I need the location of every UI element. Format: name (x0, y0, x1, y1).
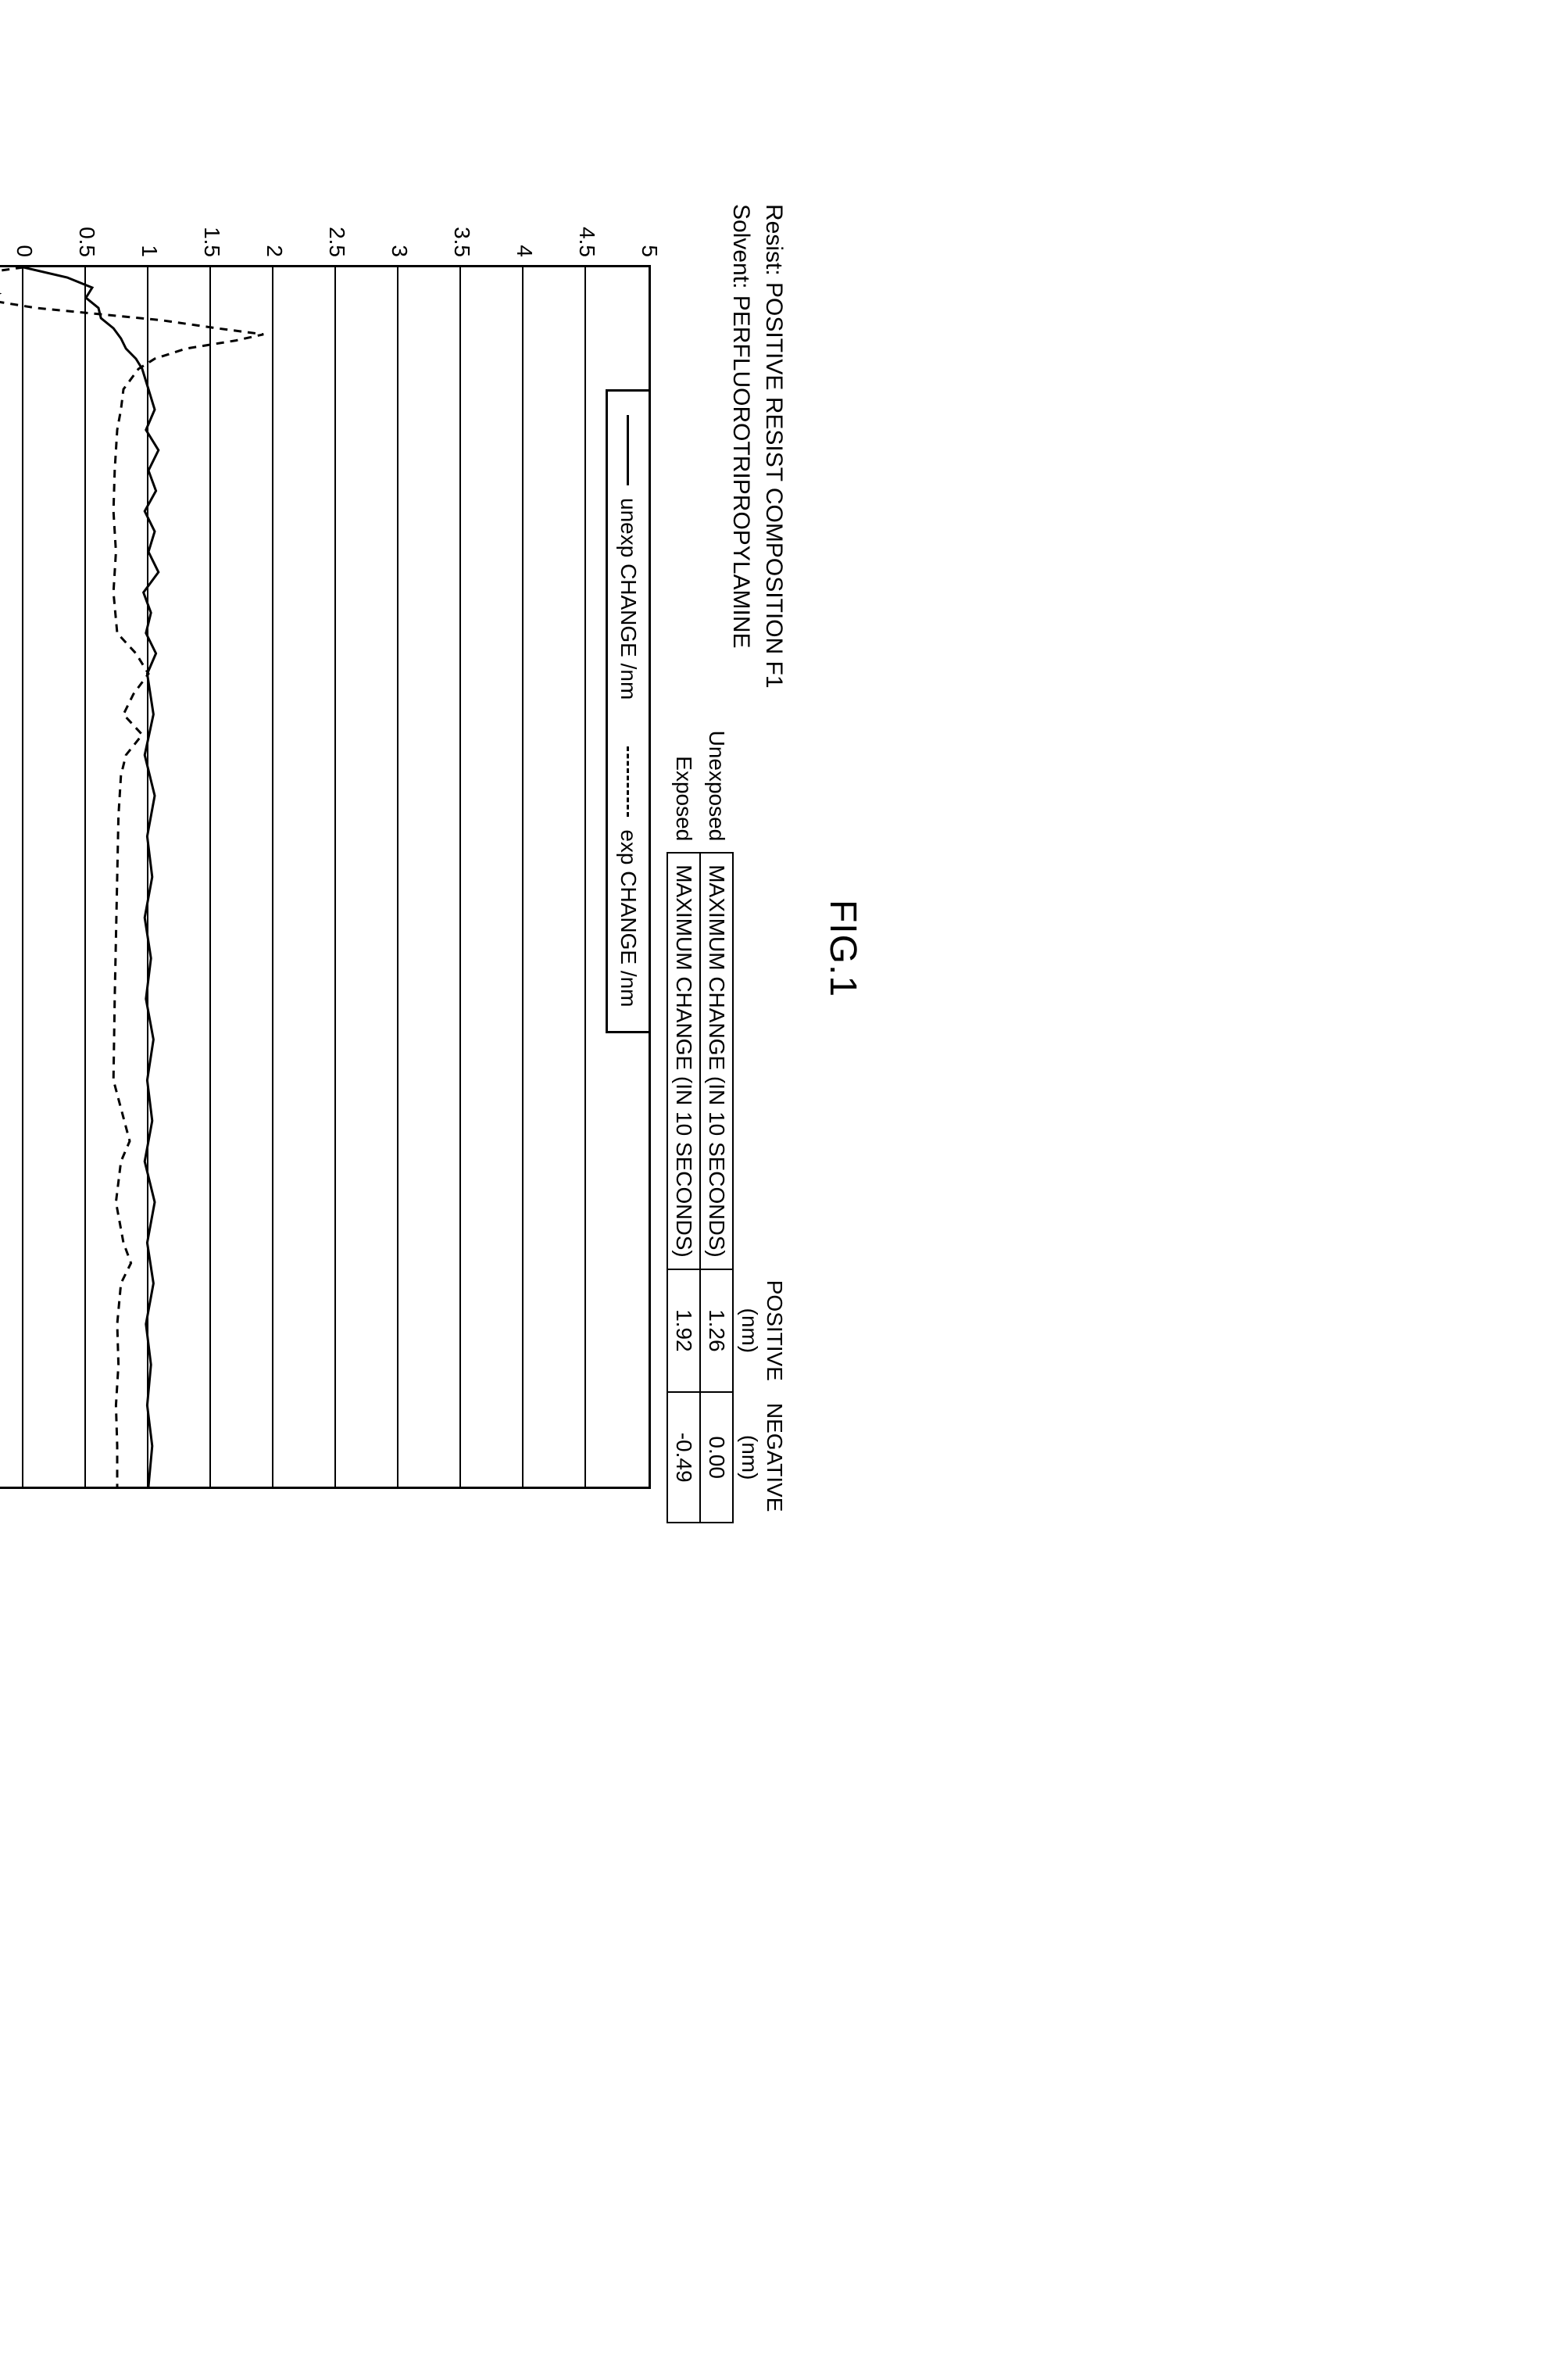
gridline (522, 267, 524, 1487)
y-tick-label: 5 (637, 245, 662, 257)
legend-label: exp CHANGE /nm (616, 829, 641, 1007)
gridline (334, 267, 336, 1487)
legend-item: exp CHANGE /nm (616, 746, 641, 1007)
col-negative: NEGATIVE (nm) (733, 1392, 790, 1523)
series-line (23, 267, 159, 1487)
solvent-value: PERFLUOROTRIPROPYLAMINE (728, 295, 754, 649)
chart-svg (0, 267, 649, 1487)
y-axis: -1-0.500.511.522.533.544.55 (0, 204, 651, 257)
legend-swatch-dashed (627, 746, 630, 817)
resist-value: POSITIVE RESIST COMPOSITION F1 (761, 282, 787, 689)
table-row: Unexposed MAXIMUM CHANGE (IN 10 SECONDS)… (700, 720, 733, 1523)
y-tick-label: 2.5 (324, 227, 349, 257)
row-desc: MAXIMUM CHANGE (IN 10 SECONDS) (700, 853, 733, 1269)
y-tick-label: 1 (137, 245, 162, 257)
legend: unexp CHANGE /nm exp CHANGE /nm (606, 389, 651, 1033)
gridline (147, 267, 148, 1487)
row-label: Exposed (667, 720, 700, 854)
legend-item: unexp CHANGE /nm (616, 415, 641, 700)
gridline (272, 267, 273, 1487)
gridline (397, 267, 398, 1487)
header-row: Resist: POSITIVE RESIST COMPOSITION F1 S… (667, 204, 790, 1693)
y-tick-label: 0.5 (74, 227, 99, 257)
gridline (209, 267, 211, 1487)
resist-label: Resist: (761, 204, 787, 276)
legend-swatch-solid (627, 415, 630, 485)
row-positive: 1.92 (667, 1269, 700, 1392)
y-tick-label: 2 (262, 245, 287, 257)
legend-label: unexp CHANGE /nm (616, 498, 641, 700)
row-negative: 0.00 (700, 1392, 733, 1523)
gridline (22, 267, 23, 1487)
y-tick-label: 4.5 (574, 227, 599, 257)
y-tick-label: 3 (387, 245, 412, 257)
chart-wrap: -1-0.500.511.522.533.544.55 unexp CHANGE… (0, 204, 651, 1693)
summary-table: POSITIVE (nm) NEGATIVE (nm) Unexposed MA… (667, 720, 790, 1524)
y-tick-label: 4 (512, 245, 537, 257)
series-line (0, 267, 263, 1487)
row-label: Unexposed (700, 720, 733, 854)
table-row: Exposed MAXIMUM CHANGE (IN 10 SECONDS) 1… (667, 720, 700, 1523)
row-desc: MAXIMUM CHANGE (IN 10 SECONDS) (667, 853, 700, 1269)
row-negative: -0.49 (667, 1392, 700, 1523)
gridline (84, 267, 86, 1487)
y-tick-label: 0 (12, 245, 37, 257)
col-positive: POSITIVE (nm) (733, 1269, 790, 1392)
gridline (459, 267, 461, 1487)
meta-block: Resist: POSITIVE RESIST COMPOSITION F1 S… (724, 204, 790, 689)
plot-area: unexp CHANGE /nm exp CHANGE /nm (0, 265, 651, 1489)
figure-title: FIG.1 (821, 204, 864, 1693)
y-tick-label: 1.5 (199, 227, 224, 257)
y-tick-label: 3.5 (449, 227, 474, 257)
row-positive: 1.26 (700, 1269, 733, 1392)
gridline (584, 267, 586, 1487)
solvent-label: Solvent: (728, 204, 754, 288)
